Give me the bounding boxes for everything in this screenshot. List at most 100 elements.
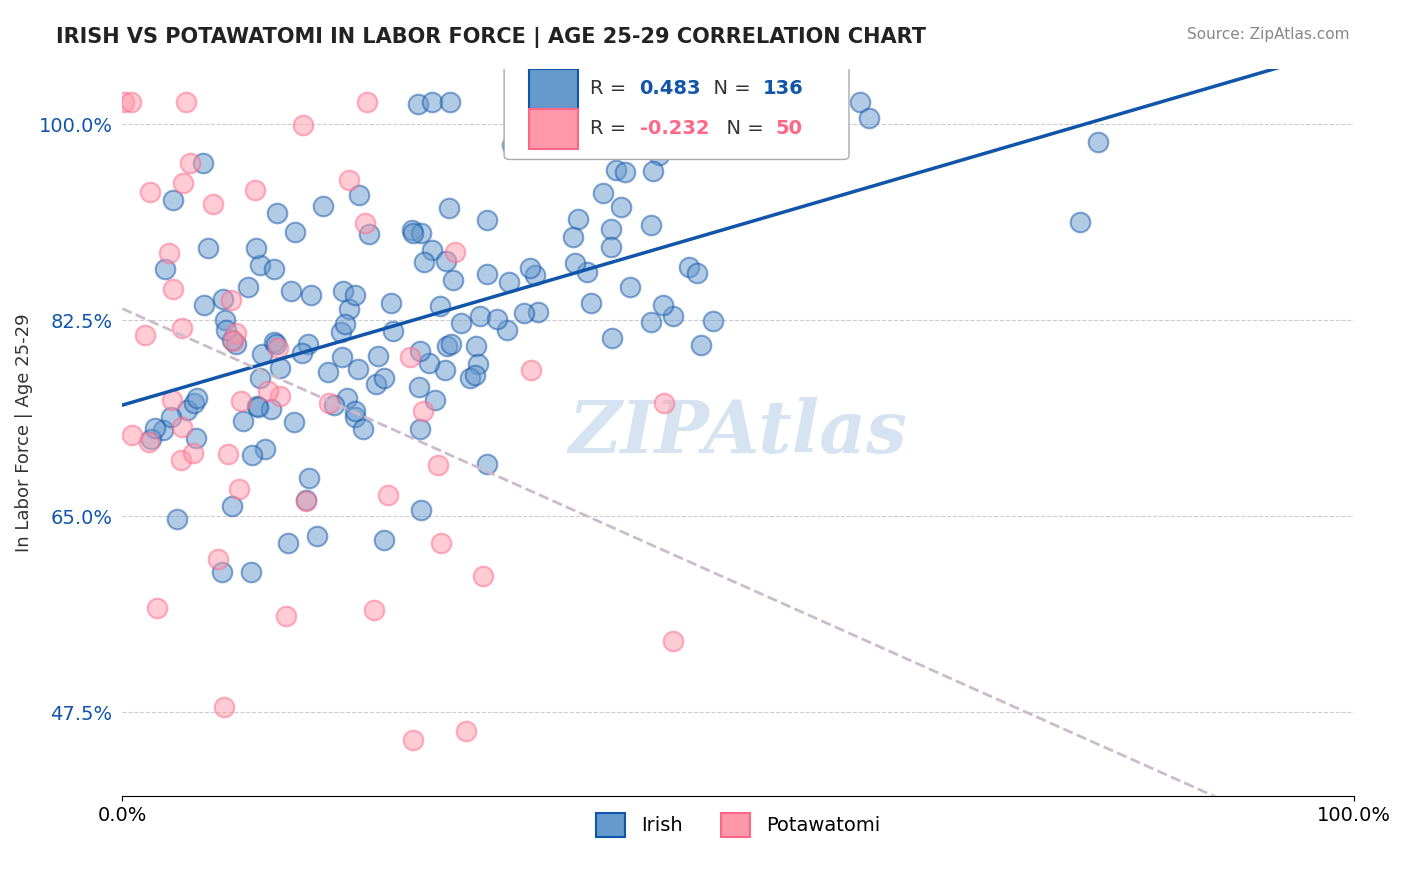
Point [295, 494, 318, 508]
Point [269, 389, 291, 403]
Point [197, 241, 219, 255]
Point [299, 288, 322, 302]
Point [211, 566, 233, 580]
Point [1087, 135, 1109, 149]
Point [318, 395, 340, 409]
Point [291, 345, 314, 359]
Point [420, 95, 443, 109]
Point [420, 243, 443, 257]
Point [519, 261, 541, 276]
Point [266, 205, 288, 219]
Point [434, 363, 457, 377]
Point [184, 431, 207, 445]
Point [170, 453, 193, 467]
Point [170, 420, 193, 434]
Point [225, 337, 247, 351]
Point [520, 363, 543, 377]
Point [249, 258, 271, 272]
FancyBboxPatch shape [505, 50, 849, 160]
Point [263, 334, 285, 349]
Point [259, 402, 281, 417]
Point [207, 552, 229, 566]
Point [423, 393, 446, 408]
Point [283, 415, 305, 429]
Point [501, 138, 523, 153]
Point [564, 255, 586, 269]
Point [138, 435, 160, 450]
Point [444, 244, 467, 259]
Point [412, 404, 434, 418]
Point [411, 502, 433, 516]
Point [337, 301, 360, 316]
Point [228, 482, 250, 496]
Text: 136: 136 [763, 79, 803, 98]
Point [253, 442, 276, 456]
FancyBboxPatch shape [529, 109, 578, 149]
Point [264, 337, 287, 351]
Point [243, 183, 266, 197]
Point [418, 356, 440, 370]
Point [495, 323, 517, 337]
Point [162, 282, 184, 296]
Point [181, 446, 204, 460]
Point [322, 398, 344, 412]
Point [162, 193, 184, 207]
Point [464, 339, 486, 353]
Point [347, 188, 370, 202]
Point [269, 360, 291, 375]
FancyBboxPatch shape [529, 69, 578, 109]
Point [157, 245, 180, 260]
Point [354, 216, 377, 230]
Point [486, 312, 509, 326]
Point [450, 316, 472, 330]
Point [172, 321, 194, 335]
Point [146, 601, 169, 615]
Point [357, 227, 380, 242]
Point [298, 471, 321, 485]
Point [377, 488, 399, 502]
Point [409, 226, 432, 240]
Point [1069, 215, 1091, 229]
Point [330, 325, 353, 339]
Point [139, 433, 162, 447]
Point [211, 292, 233, 306]
Point [477, 267, 499, 281]
Point [439, 95, 461, 109]
Point [153, 262, 176, 277]
Point [245, 241, 267, 255]
Point [263, 262, 285, 277]
Point [343, 288, 366, 302]
Point [212, 700, 235, 714]
Text: R =: R = [591, 119, 633, 137]
Point [440, 337, 463, 351]
Y-axis label: In Labor Force | Age 25-29: In Labor Force | Age 25-29 [15, 313, 32, 551]
Point [401, 223, 423, 237]
Point [186, 391, 208, 405]
Point [344, 403, 367, 417]
Point [297, 337, 319, 351]
Point [436, 339, 458, 353]
Point [112, 95, 135, 109]
Text: -0.232: -0.232 [640, 119, 709, 137]
Point [256, 384, 278, 399]
Point [430, 536, 453, 550]
Point [641, 164, 664, 178]
Point [219, 293, 242, 307]
Point [221, 500, 243, 514]
Point [166, 511, 188, 525]
Point [276, 608, 298, 623]
Point [292, 118, 315, 132]
Point [312, 199, 335, 213]
Point [366, 377, 388, 392]
Point [143, 421, 166, 435]
Point [236, 280, 259, 294]
Point [183, 395, 205, 409]
Point [356, 95, 378, 109]
Point [605, 163, 627, 178]
Point [347, 361, 370, 376]
Point [240, 448, 263, 462]
Text: N =: N = [713, 119, 769, 137]
Point [343, 409, 366, 424]
Point [434, 254, 457, 268]
Point [592, 186, 614, 200]
